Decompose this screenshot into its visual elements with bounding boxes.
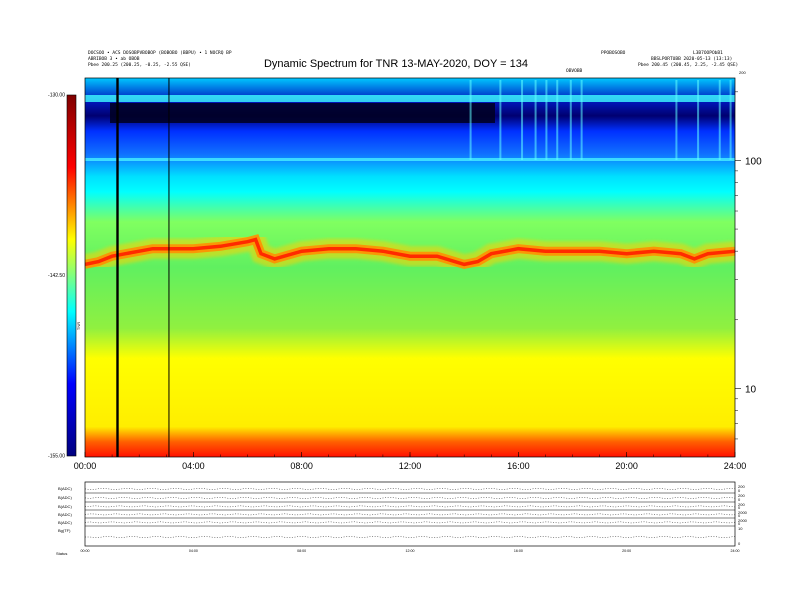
emission-streak: [729, 80, 732, 160]
panel-right-tick: 2000: [738, 510, 748, 515]
panel-footer-label: Status: [56, 551, 67, 556]
panel-right-tick: 10: [738, 526, 743, 531]
colorbar-tick-label: -155.00: [48, 454, 65, 460]
spectrogram-background: [85, 78, 735, 457]
x-tick-label: 24:00: [724, 461, 747, 471]
header-right-line1b: L3B7OOPObB1: [693, 51, 723, 56]
emission-streak: [580, 80, 583, 160]
panel-right-tick: 200: [738, 493, 745, 498]
panel-x-tick-label: 00:00: [81, 549, 90, 553]
panel-row-label: B(ADC): [58, 486, 72, 491]
x-tick-label: 04:00: [182, 461, 205, 471]
header-right-line3: Pbee 200.45 (200.45, 2.25, -2.45 QSE): [638, 63, 739, 68]
panel-x-tick-label: 04:00: [189, 549, 198, 553]
y-tick-label: 10: [745, 384, 757, 395]
panel-frame: [84, 481, 736, 547]
emission-streak: [718, 80, 721, 160]
emission-streak: [534, 80, 537, 160]
colorbar-side-label: TNR: [76, 322, 81, 330]
panel-trace: [84, 497, 736, 499]
panel-right-tick: 0: [738, 505, 741, 510]
panel-right-tick: 0: [738, 488, 741, 493]
emission-streak: [499, 80, 502, 160]
panel-right-tick: 0: [738, 541, 741, 546]
panel-trace: [84, 488, 736, 490]
panel-x-tick-label: 24:00: [731, 549, 740, 553]
x-tick-label: 12:00: [399, 461, 422, 471]
emission-streak: [545, 80, 548, 160]
emission-band: [85, 237, 735, 267]
header-right-line1a: PPOBOSOBO: [601, 51, 626, 56]
panel-right-tick: 0: [738, 497, 741, 502]
panel-right-tick: 0: [738, 521, 741, 526]
panel-right-tick: 200: [738, 484, 745, 489]
header-small-mark: OBVOBB: [566, 69, 583, 74]
emission-streak: [521, 80, 524, 160]
header-left-line3: Pbee 200.25 (200.25, -0.25, -2.55 QSE): [88, 63, 191, 68]
header-right-line2: BBSLPORTUBB 2020-05-13 (13:13): [651, 57, 733, 62]
panel-x-tick-label: 12:00: [406, 549, 415, 553]
panel-trace: [84, 505, 736, 508]
panel-row-label: B(ADC): [58, 512, 72, 517]
panel-right-tick: 0: [738, 513, 741, 518]
panel-row-label: B(ADC): [58, 495, 72, 500]
spectrogram-dark-band: [110, 103, 495, 123]
emission-streak: [697, 80, 700, 160]
panel-trace: [84, 521, 736, 524]
panel-row-label: Bg(TF): [58, 528, 71, 533]
panel-right-tick: 200: [738, 502, 745, 507]
colorbar: [67, 95, 76, 456]
emission-streak: [675, 80, 678, 160]
panel-trace: [85, 536, 736, 538]
colorbar-frame: [66, 94, 77, 457]
spectrogram-top-band: [85, 95, 735, 102]
emission-streak: [569, 80, 572, 160]
x-tick-label: 16:00: [507, 461, 530, 471]
x-tick-label: 00:00: [74, 461, 97, 471]
emission-streak: [556, 80, 559, 160]
spectrogram-cyan-line: [85, 158, 735, 161]
y-tick-label: 100: [745, 156, 762, 167]
panel-row-label: B(ADC): [58, 504, 72, 509]
panel-x-tick-label: 08:00: [297, 549, 306, 553]
chart-title: Dynamic Spectrum for TNR 13-MAY-2020, DO…: [263, 58, 528, 70]
header-left-line2: ABRIBOB 3 • ab OBOB: [88, 57, 140, 62]
emission-streak: [469, 80, 472, 160]
panel-x-tick-label: 16:00: [514, 549, 523, 553]
x-tick-label: 08:00: [290, 461, 313, 471]
colorbar-tick-label: -130.00: [48, 93, 65, 99]
x-tick-label: 20:00: [615, 461, 638, 471]
colorbar-tick-label: -142.50: [48, 273, 65, 279]
y-top-label: 200: [739, 70, 746, 75]
panel-right-tick: 2000: [738, 518, 748, 523]
panel-row-label: B(ADC): [58, 520, 72, 525]
panel-x-tick-label: 20:00: [622, 549, 631, 553]
panel-trace: [84, 513, 736, 516]
header-left-line1: DOCSOO • ACS DOSOBPVBOBOP (BOBOBO (BBPU)…: [88, 51, 232, 56]
